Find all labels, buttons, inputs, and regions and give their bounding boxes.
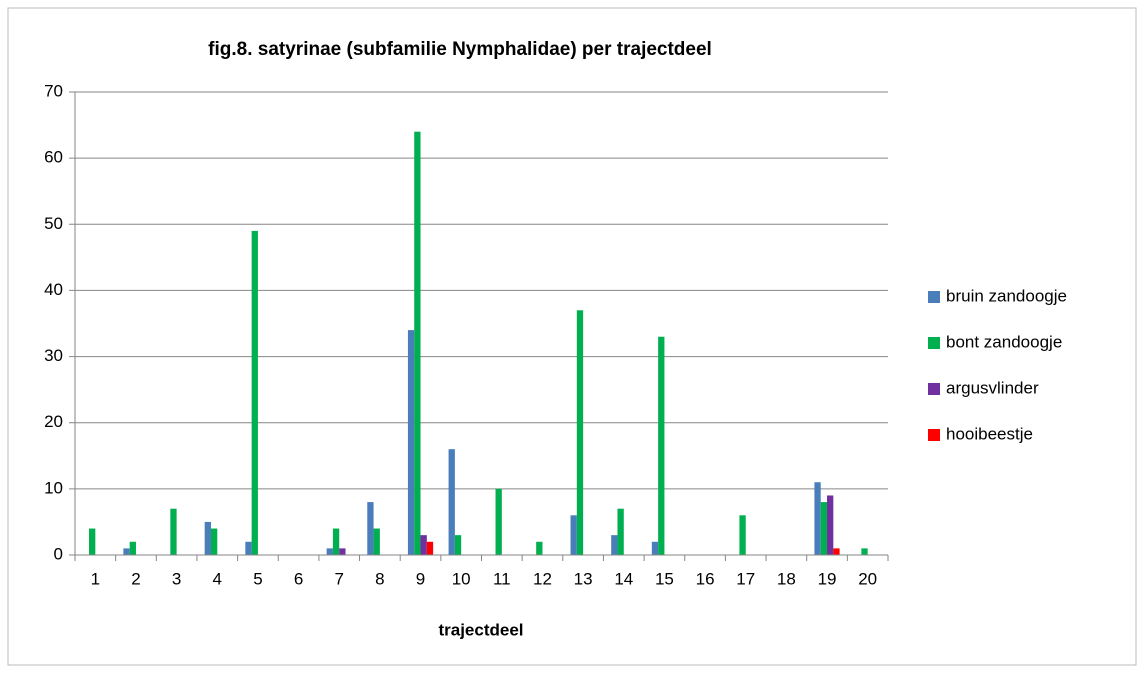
bar bbox=[123, 548, 130, 555]
x-tick-label: 17 bbox=[736, 569, 755, 588]
bar bbox=[89, 528, 96, 555]
bar bbox=[495, 488, 502, 555]
bar bbox=[426, 541, 434, 555]
y-tick-label: 0 bbox=[54, 544, 63, 563]
bar bbox=[339, 548, 346, 555]
x-tick-label: 3 bbox=[172, 569, 181, 588]
chart-title: fig.8. satyrinae (subfamilie Nymphalidae… bbox=[208, 39, 712, 60]
bar bbox=[576, 310, 584, 555]
x-tick-label: 10 bbox=[452, 569, 471, 588]
bar bbox=[448, 449, 455, 555]
x-tick-label: 5 bbox=[253, 569, 262, 588]
bar bbox=[326, 548, 333, 555]
x-tick-label: 20 bbox=[858, 569, 877, 588]
y-tick-label: 20 bbox=[44, 412, 63, 431]
x-tick-label: 11 bbox=[493, 569, 511, 588]
y-tick-label: 50 bbox=[44, 214, 63, 233]
bar bbox=[611, 535, 618, 555]
x-tick-label: 12 bbox=[533, 569, 552, 588]
bar bbox=[739, 515, 746, 555]
bar bbox=[373, 528, 380, 555]
bar bbox=[210, 528, 218, 555]
y-tick-label: 10 bbox=[44, 478, 63, 497]
bar bbox=[414, 131, 421, 555]
bar bbox=[658, 336, 665, 555]
legend-label: bruin zandoogje bbox=[946, 286, 1067, 305]
x-tick-label: 13 bbox=[574, 569, 593, 588]
bar bbox=[570, 515, 577, 555]
x-tick-label: 2 bbox=[131, 569, 140, 588]
x-tick-label: 14 bbox=[614, 569, 633, 588]
bar bbox=[814, 482, 821, 555]
bar bbox=[251, 230, 258, 555]
x-tick-label: 7 bbox=[334, 569, 343, 588]
x-tick-label: 18 bbox=[777, 569, 796, 588]
legend-swatch bbox=[928, 337, 940, 349]
legend-swatch bbox=[928, 383, 940, 395]
x-tick-label: 1 bbox=[91, 569, 100, 588]
bar bbox=[129, 541, 136, 555]
legend-swatch bbox=[928, 291, 940, 303]
legend-label: hooibeestje bbox=[946, 424, 1033, 443]
y-tick-label: 60 bbox=[44, 148, 63, 167]
x-tick-label: 8 bbox=[375, 569, 384, 588]
bar bbox=[617, 508, 624, 555]
bar bbox=[827, 495, 834, 555]
bar bbox=[833, 548, 840, 555]
bar bbox=[332, 528, 340, 555]
bar bbox=[820, 502, 828, 555]
bar bbox=[536, 541, 543, 555]
x-tick-label: 6 bbox=[294, 569, 303, 588]
legend-swatch bbox=[928, 429, 940, 441]
x-axis-title: trajectdeel bbox=[438, 620, 523, 639]
bar bbox=[651, 541, 659, 555]
y-tick-label: 40 bbox=[44, 280, 63, 299]
bar bbox=[407, 330, 415, 555]
bar bbox=[245, 541, 252, 555]
bar bbox=[420, 535, 427, 555]
bar bbox=[204, 521, 211, 555]
bar bbox=[170, 508, 177, 555]
legend-label: argusvlinder bbox=[946, 378, 1039, 397]
y-tick-label: 70 bbox=[44, 81, 63, 100]
x-tick-label: 9 bbox=[416, 569, 425, 588]
bar bbox=[454, 535, 462, 555]
bar bbox=[861, 548, 868, 555]
bar bbox=[367, 502, 374, 555]
x-tick-label: 16 bbox=[696, 569, 715, 588]
legend-label: bont zandoogje bbox=[946, 332, 1062, 351]
x-tick-label: 4 bbox=[213, 569, 222, 588]
x-tick-label: 19 bbox=[818, 569, 837, 588]
x-tick-label: 15 bbox=[655, 569, 674, 588]
y-tick-label: 30 bbox=[44, 346, 63, 365]
